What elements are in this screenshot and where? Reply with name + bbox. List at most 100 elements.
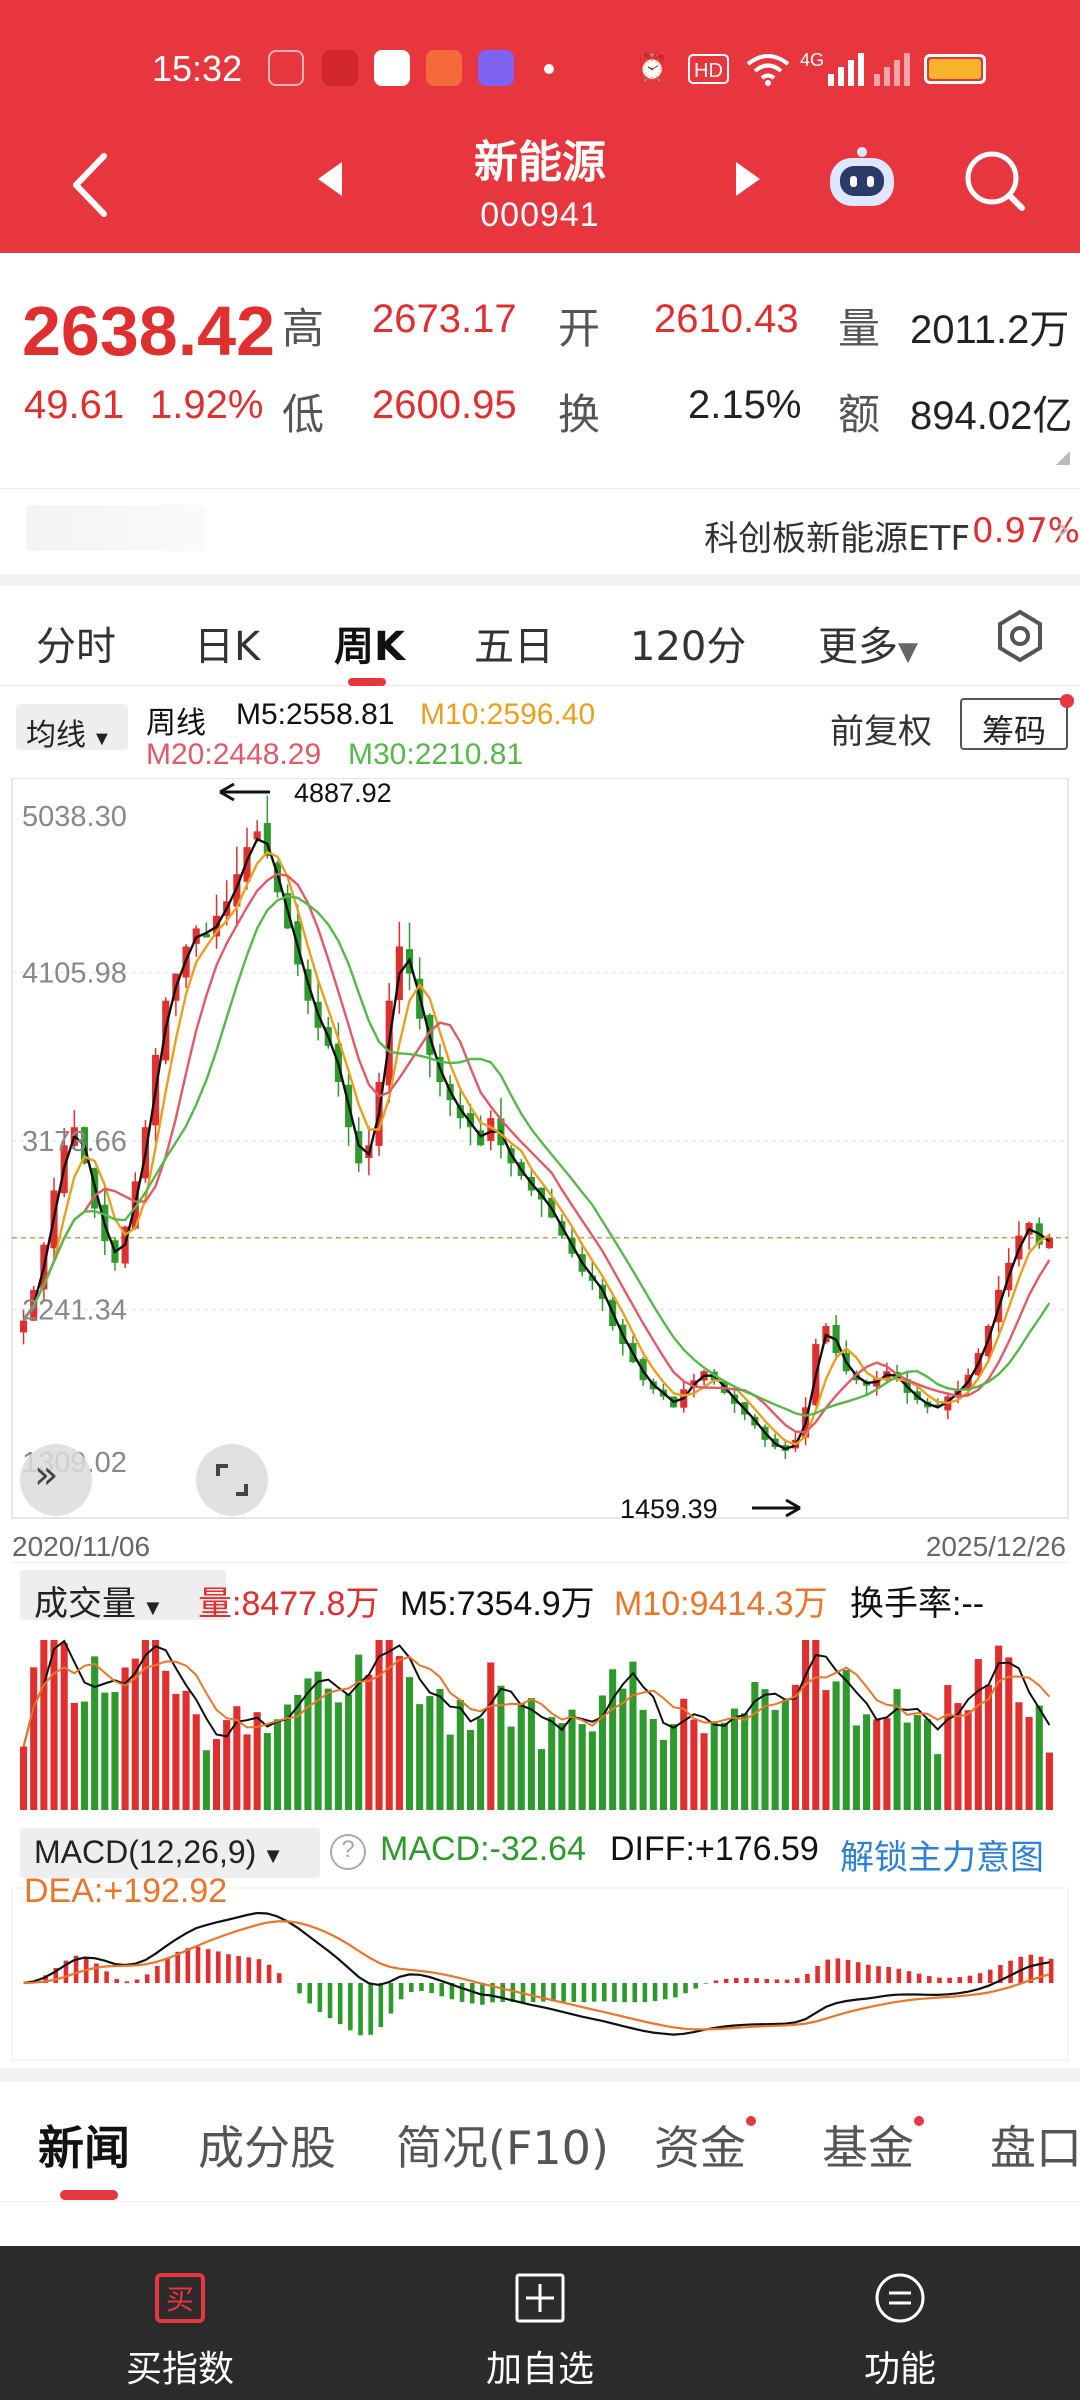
macd-bar <box>784 1979 790 1983</box>
high-value: 2673.17 <box>372 297 517 341</box>
chips-button[interactable]: 筹码 <box>960 698 1068 750</box>
volume-bar <box>730 1708 739 1810</box>
macd-bar <box>845 1959 851 1983</box>
volume-bar <box>791 1684 800 1810</box>
macd-bar <box>439 1983 445 1997</box>
capital-badge-dot <box>746 2116 756 2126</box>
macd-bar <box>967 1975 973 1983</box>
volume-ma10-line <box>22 1655 1051 1747</box>
volume-bar <box>538 1749 546 1810</box>
macd-bar <box>104 1971 109 1983</box>
alarm-icon: ⏰ <box>636 52 669 82</box>
volume-value: 量:8477.8万 <box>198 1585 380 1623</box>
indicator-select[interactable]: 均线 ▼ <box>16 704 128 752</box>
macd-bar <box>927 1976 932 1983</box>
macd-bar <box>693 1983 698 1989</box>
tab-more[interactable]: 更多▼ <box>818 614 918 672</box>
prev-stock-button[interactable] <box>318 162 342 196</box>
adjust-mode-button[interactable]: 前复权 <box>830 713 932 751</box>
volume-bar <box>436 1688 444 1810</box>
signal-icon-2 <box>872 52 912 86</box>
caret-down-icon: ▼ <box>262 1843 285 1868</box>
dea-value: DEA:+192.92 <box>24 1872 228 1910</box>
macd-chip-label: MACD(12,26,9) <box>34 1834 257 1870</box>
macd-bar <box>43 1975 48 1983</box>
volume-bar <box>20 1746 28 1810</box>
caret-down-icon: ▼ <box>142 1595 164 1620</box>
ma-legend: 均线 ▼ 周线 M5:2558.81 M10:2596.40 M20:2448.2… <box>0 690 1080 780</box>
network-type: 4G <box>800 50 825 70</box>
tab-120min[interactable]: 120分 <box>630 624 747 670</box>
macd-bar <box>581 1983 587 2003</box>
fullscreen-button[interactable] <box>196 1444 268 1516</box>
legend-period: 周线 <box>146 707 206 740</box>
volume-bar <box>649 1718 657 1810</box>
top-header: 15:32 ⏰ HD 4G 新能源 000941 <box>0 0 1080 253</box>
volume-bar <box>111 1692 119 1810</box>
volume-bar <box>588 1731 596 1810</box>
candle-body <box>477 1130 485 1146</box>
macd-bar <box>947 1977 952 1983</box>
tab-weekly-k[interactable]: 周K <box>334 624 405 670</box>
price-change-pct: 1.92% <box>150 383 264 427</box>
tab-capital[interactable]: 资金 <box>654 2121 746 2175</box>
macd-bar <box>398 1983 404 2000</box>
tab-daily-k[interactable]: 日K <box>194 624 261 670</box>
tab-five-day[interactable]: 五日 <box>474 624 554 670</box>
candle-body <box>233 874 241 907</box>
settings-gear-icon[interactable] <box>992 608 1048 664</box>
related-etf-row[interactable]: 科创板新能源ETF 0.97% › <box>0 488 1080 580</box>
volume-bar <box>355 1654 363 1810</box>
double-chevron-icon: » <box>34 1452 59 1498</box>
expand-corner-icon[interactable] <box>1056 451 1070 465</box>
macd-indicator-select[interactable]: MACD(12,26,9) ▼ <box>20 1828 320 1878</box>
legend-m5: M5:2558.81 <box>236 698 395 731</box>
turnover-value: 2.15% <box>688 383 802 427</box>
volume-bar <box>659 1739 667 1810</box>
tab-intraday[interactable]: 分时 <box>36 624 116 670</box>
volume-bar <box>802 1640 810 1810</box>
help-icon[interactable]: ? <box>330 1834 366 1870</box>
macd-bar <box>530 1983 536 2003</box>
buy-index-button[interactable]: 买 买指数 <box>50 2246 310 2400</box>
volume-indicator-select[interactable]: 成交量 ▼ <box>20 1570 226 1623</box>
battery-icon <box>924 54 986 84</box>
volume-bar <box>162 1670 170 1810</box>
volume-bar <box>1045 1752 1053 1810</box>
macd-bar <box>94 1963 99 1983</box>
assistant-robot-icon[interactable] <box>826 146 898 212</box>
volume-bar <box>598 1695 607 1810</box>
next-stock-button[interactable] <box>736 162 760 196</box>
search-icon[interactable] <box>960 146 1030 216</box>
volume-bar <box>487 1662 495 1810</box>
legend-m30: M30:2210.81 <box>348 738 524 771</box>
tab-profile[interactable]: 简况(F10) <box>396 2121 609 2175</box>
volume-bar <box>101 1692 109 1810</box>
expand-left-button[interactable]: » <box>20 1444 92 1516</box>
tab-fund[interactable]: 基金 <box>822 2121 914 2175</box>
high-annotation: 4887.92 <box>294 778 392 808</box>
tab-orderbook[interactable]: 盘口 <box>990 2121 1080 2175</box>
functions-button[interactable]: 功能 <box>770 2246 1030 2400</box>
last-price: 2638.42 <box>22 292 276 370</box>
macd-bar <box>723 1978 729 1983</box>
macd-header: MACD(12,26,9) ▼ ? MACD:-32.64 DIFF:+176.5… <box>0 1820 1080 1910</box>
macd-bar <box>703 1983 709 1984</box>
unlock-link[interactable]: 解锁主力意图 <box>840 1839 1044 1877</box>
stock-code: 000941 <box>480 196 600 234</box>
volume-bar <box>578 1724 586 1810</box>
tab-constituents[interactable]: 成分股 <box>198 2121 336 2175</box>
caret-down-icon: ▼ <box>92 728 112 750</box>
volume-bar <box>527 1698 535 1810</box>
volume-bar <box>80 1701 89 1810</box>
volume-bar <box>903 1722 911 1810</box>
volume-bar <box>873 1719 881 1810</box>
back-button[interactable] <box>60 140 130 230</box>
macd-bar <box>236 1956 241 1983</box>
tab-news[interactable]: 新闻 <box>38 2121 130 2175</box>
volume-bar <box>863 1714 871 1810</box>
menu-icon <box>874 2272 926 2324</box>
add-favorite-button[interactable]: 加自选 <box>410 2246 670 2400</box>
